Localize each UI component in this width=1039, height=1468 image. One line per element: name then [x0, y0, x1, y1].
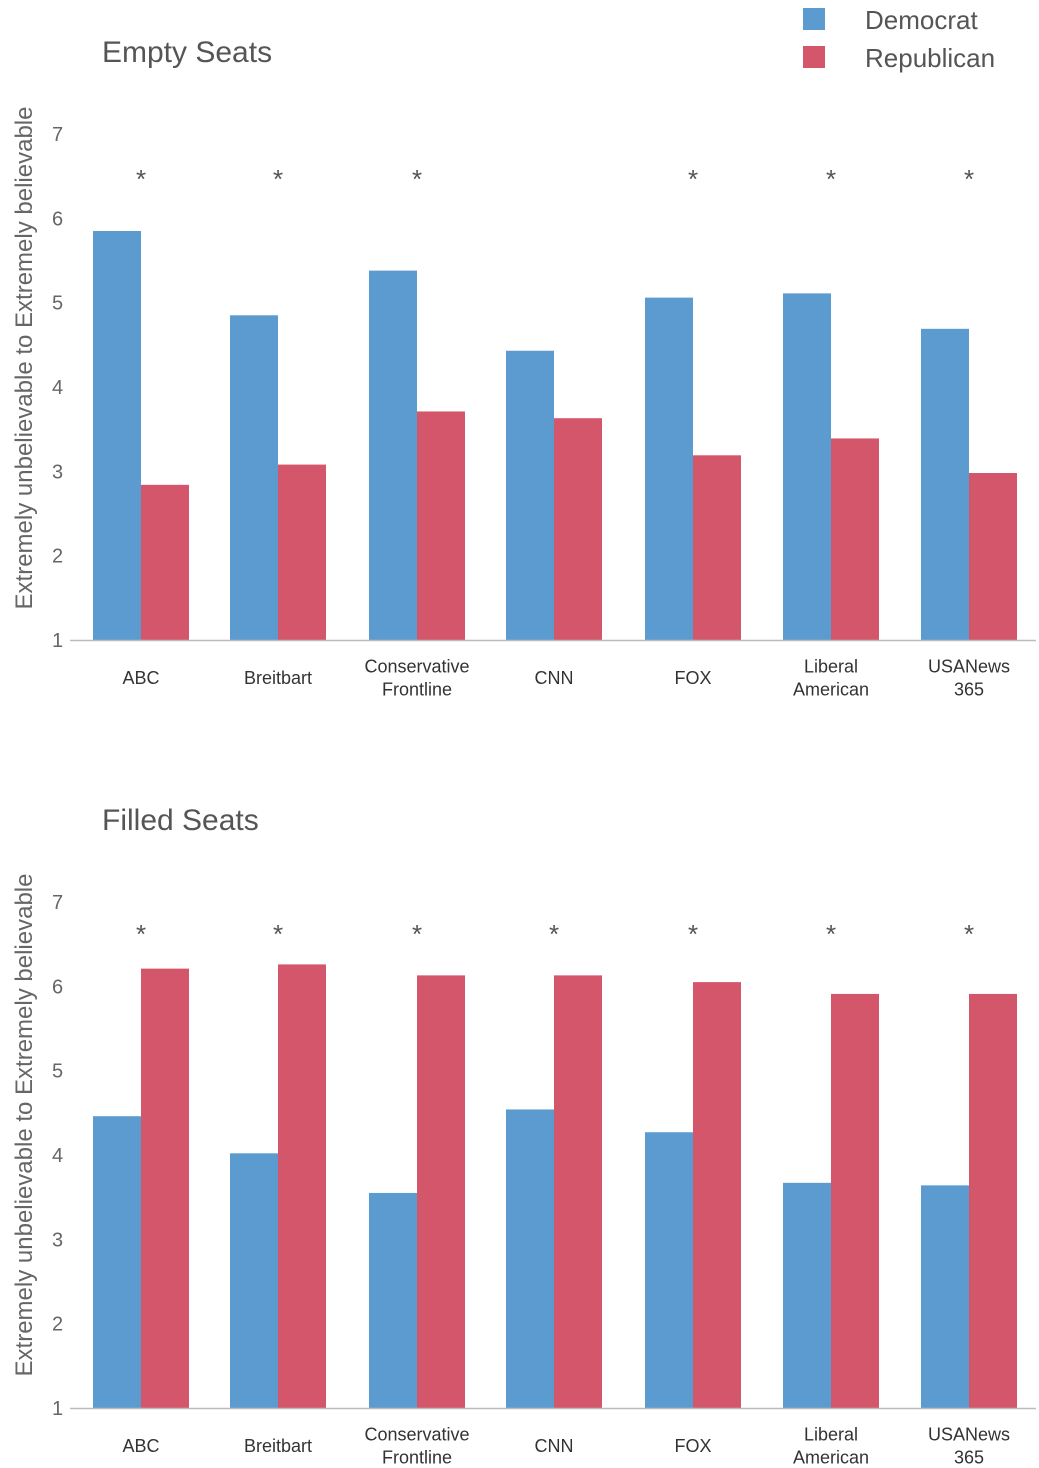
bar-democrat — [783, 293, 831, 640]
significance-marker: * — [549, 919, 559, 949]
legend-label-republican: Republican — [865, 43, 995, 73]
x-tick-label: American — [793, 680, 869, 700]
bar-republican — [554, 975, 602, 1408]
significance-marker: * — [412, 164, 422, 194]
significance-marker: * — [273, 919, 283, 949]
bar-republican — [969, 993, 1017, 1408]
bar-republican — [278, 964, 326, 1408]
legend: Democrat Republican — [803, 5, 995, 73]
bar-democrat — [369, 1192, 417, 1408]
y-tick-label: 4 — [52, 1145, 63, 1167]
bar-republican — [417, 411, 465, 640]
significance-marker: * — [688, 919, 698, 949]
y-tick-label: 6 — [52, 976, 63, 998]
x-tick-label: 365 — [954, 1448, 984, 1468]
significance-marker: * — [964, 919, 974, 949]
y-tick-label: 3 — [52, 461, 63, 483]
bar-republican — [141, 968, 189, 1408]
y-tick-label: 1 — [52, 1398, 63, 1420]
chart-title: Empty Seats — [102, 36, 272, 69]
x-tick-label: USANews — [928, 1425, 1010, 1445]
x-tick-label: USANews — [928, 657, 1010, 677]
y-tick-label: 5 — [52, 1061, 63, 1083]
y-tick-label: 7 — [52, 124, 63, 146]
bar-democrat — [921, 328, 969, 640]
x-tick-label: Liberal — [804, 1425, 858, 1445]
bar-democrat — [93, 230, 141, 640]
significance-marker: * — [136, 919, 146, 949]
y-tick-label: 2 — [52, 1314, 63, 1336]
bar-democrat — [93, 1116, 141, 1408]
bar-democrat — [230, 1153, 278, 1408]
y-tick-label: 3 — [52, 1229, 63, 1251]
x-tick-label: Frontline — [382, 1448, 452, 1468]
y-tick-label: 7 — [52, 892, 63, 914]
x-tick-label: FOX — [674, 668, 711, 688]
x-tick-label: CNN — [535, 668, 574, 688]
bar-democrat — [921, 1185, 969, 1408]
legend-swatch-republican — [803, 46, 825, 68]
significance-marker: * — [964, 164, 974, 194]
bar-republican — [417, 975, 465, 1408]
y-axis-label: Extremely unbelievable to Extremely beli… — [11, 107, 38, 610]
legend-label-democrat: Democrat — [865, 5, 978, 35]
y-tick-label: 1 — [52, 630, 63, 652]
x-tick-label: ABC — [122, 668, 159, 688]
bar-republican — [141, 484, 189, 640]
significance-marker: * — [412, 919, 422, 949]
significance-marker: * — [826, 164, 836, 194]
significance-marker: * — [826, 919, 836, 949]
bar-republican — [969, 473, 1017, 640]
chart-title: Filled Seats — [102, 804, 259, 837]
bar-republican — [554, 418, 602, 640]
y-tick-label: 4 — [52, 377, 63, 399]
bar-democrat — [506, 1109, 554, 1408]
bar-democrat — [645, 297, 693, 640]
bar-democrat — [783, 1182, 831, 1408]
bar-republican — [693, 455, 741, 640]
significance-marker: * — [688, 164, 698, 194]
bar-democrat — [645, 1132, 693, 1408]
y-tick-label: 2 — [52, 546, 63, 568]
bar-republican — [831, 438, 879, 640]
bar-democrat — [506, 350, 554, 640]
x-tick-label: 365 — [954, 680, 984, 700]
chart-panel-filled-seats: Filled Seats Extremely unbelievable to E… — [11, 804, 1036, 1468]
y-tick-label: 5 — [52, 293, 63, 315]
significance-marker: * — [273, 164, 283, 194]
bar-republican — [693, 982, 741, 1408]
x-tick-label: Conservative — [364, 1425, 469, 1445]
x-tick-label: Frontline — [382, 680, 452, 700]
legend-swatch-democrat — [803, 8, 825, 30]
significance-marker: * — [136, 164, 146, 194]
y-tick-label: 6 — [52, 208, 63, 230]
x-tick-label: FOX — [674, 1436, 711, 1456]
x-tick-label: CNN — [535, 1436, 574, 1456]
x-tick-label: Breitbart — [244, 668, 312, 688]
x-tick-label: Liberal — [804, 657, 858, 677]
bar-democrat — [369, 270, 417, 640]
x-tick-label: ABC — [122, 1436, 159, 1456]
x-tick-label: Breitbart — [244, 1436, 312, 1456]
bar-republican — [831, 993, 879, 1408]
bar-republican — [278, 464, 326, 640]
y-axis-label: Extremely unbelievable to Extremely beli… — [11, 874, 38, 1377]
bar-democrat — [230, 315, 278, 640]
x-tick-label: Conservative — [364, 657, 469, 677]
chart-panel-empty-seats: Empty Seats Extremely unbelievable to Ex… — [11, 36, 1036, 700]
x-tick-label: American — [793, 1448, 869, 1468]
